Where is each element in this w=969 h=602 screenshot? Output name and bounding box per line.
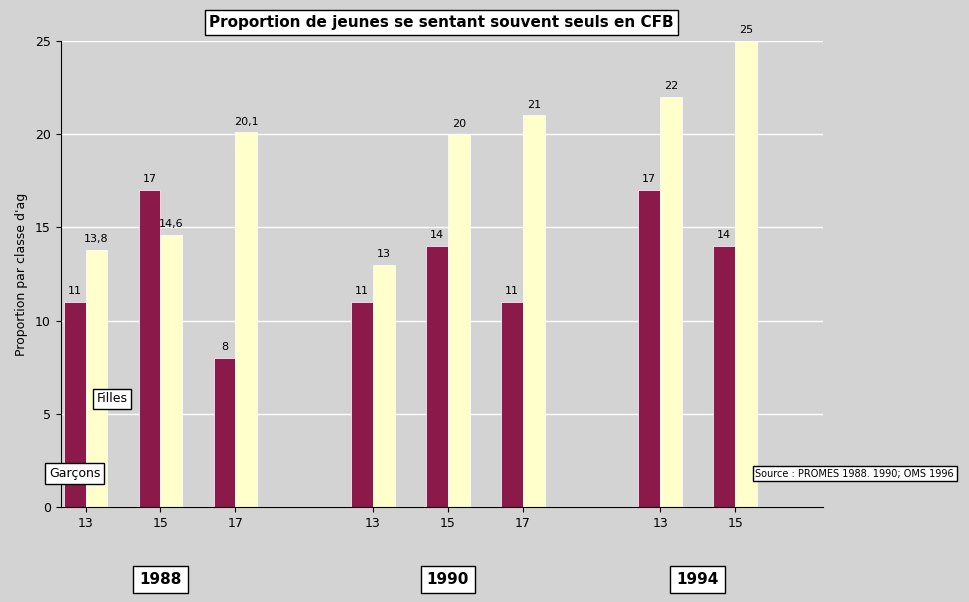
Text: 20: 20 <box>452 119 465 129</box>
Bar <box>500 302 522 507</box>
Bar <box>638 190 660 507</box>
Text: 8: 8 <box>221 343 228 352</box>
Text: 11: 11 <box>504 287 518 296</box>
Text: 14: 14 <box>716 231 731 240</box>
Text: 21: 21 <box>526 100 541 110</box>
Bar <box>351 302 372 507</box>
Bar <box>235 132 257 507</box>
Bar <box>85 250 108 507</box>
Bar <box>139 190 160 507</box>
Bar <box>372 265 394 507</box>
Bar <box>160 235 182 507</box>
Text: 11: 11 <box>355 287 368 296</box>
Text: 17: 17 <box>641 175 656 184</box>
Bar <box>425 246 448 507</box>
Bar <box>213 358 235 507</box>
Text: 1990: 1990 <box>426 573 469 588</box>
Text: 20,1: 20,1 <box>234 117 259 126</box>
Text: Garçons: Garçons <box>48 467 100 480</box>
Text: 13: 13 <box>376 249 391 259</box>
Text: 13,8: 13,8 <box>84 234 109 244</box>
Y-axis label: Proportion par classe d'ag: Proportion par classe d'ag <box>15 193 28 356</box>
Bar <box>448 134 469 507</box>
Text: 22: 22 <box>664 81 677 92</box>
Bar <box>712 246 735 507</box>
Bar <box>64 302 85 507</box>
Bar <box>660 97 681 507</box>
Text: Source : PROMES 1988. 1990; OMS 1996: Source : PROMES 1988. 1990; OMS 1996 <box>755 468 953 479</box>
Text: 11: 11 <box>68 287 81 296</box>
Title: Proportion de jeunes se sentant souvent seuls en CFB: Proportion de jeunes se sentant souvent … <box>209 15 673 30</box>
Text: 14: 14 <box>429 231 444 240</box>
Bar <box>735 41 756 507</box>
Text: 17: 17 <box>142 175 156 184</box>
Text: 14,6: 14,6 <box>159 219 183 229</box>
Text: 1994: 1994 <box>675 573 718 588</box>
Text: Filles: Filles <box>97 393 128 405</box>
Text: 1988: 1988 <box>140 573 181 588</box>
Text: 25: 25 <box>738 25 752 36</box>
Bar <box>522 116 544 507</box>
